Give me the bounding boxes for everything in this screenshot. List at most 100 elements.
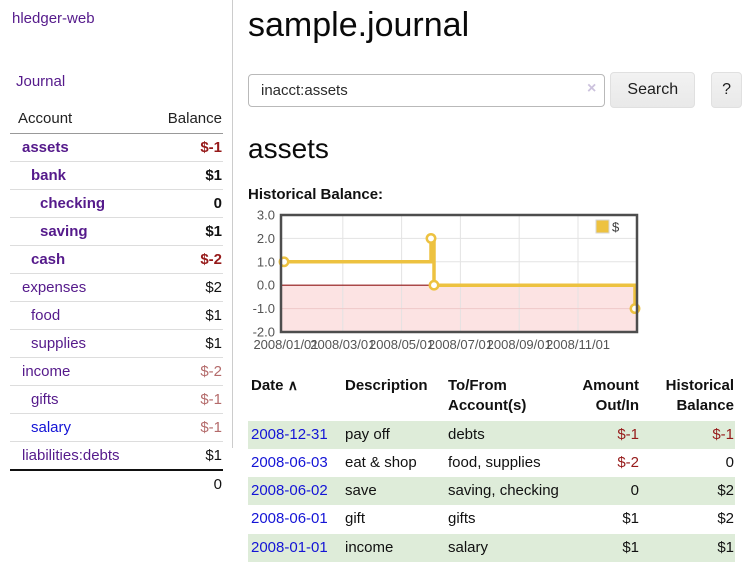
historical-balance-chart: $ 3.0 2.0 1.0 0.0 -1.0 -2.0 2008/01/01 2… [253,210,641,352]
transaction-accounts: salary [448,538,489,556]
sidebar: hledger-web Journal Account Balance asse… [0,0,233,498]
account-balance: $-1 [148,385,223,414]
transaction-amount: $1 [622,538,639,556]
legend-label: $ [612,220,620,235]
chart-heading: Historical Balance: [248,186,384,203]
account-row-food: food $1 [10,301,223,330]
register-header-date[interactable]: Date ∧ [248,373,345,421]
register-table: Date ∧ Description To/From Account(s) Am… [248,373,735,562]
transaction-date-link[interactable]: 2008-06-02 [251,482,328,499]
account-link-cash[interactable]: cash [31,251,66,268]
account-link-gifts[interactable]: gifts [31,391,59,408]
transaction-accounts: food, supplies [448,453,541,471]
transaction-date-link[interactable]: 2008-06-01 [251,510,328,528]
account-link-saving[interactable]: saving [40,223,88,240]
account-balance: $-1 [148,133,223,162]
chart-border [279,213,639,334]
accounts-total-value: 0 [148,469,223,498]
account-row-checking: checking 0 [10,189,223,218]
chart-x-axis: 2008/01/01 2008/03/01 2008/05/01 2008/07… [253,337,610,352]
account-balance: $1 [148,161,223,190]
accounts-header-row: Account Balance [10,106,223,134]
accounts-tree-table: Account Balance assets $-1 bank $1 check… [10,106,223,498]
account-row-supplies: supplies $1 [10,329,223,358]
account-balance: $1 [148,441,223,471]
transaction-balance: $1 [717,538,734,556]
account-balance: $1 [148,301,223,330]
transaction-balance: $2 [717,510,734,528]
account-link-assets[interactable]: assets [22,139,69,156]
svg-text:3.0: 3.0 [257,210,275,223]
search-button[interactable]: Search [610,72,696,108]
svg-text:2008/09/01: 2008/09/01 [487,337,552,352]
account-balance: $-1 [148,413,223,442]
account-row-liabilities-debts: liabilities:debts $1 [10,441,223,471]
register-row[interactable]: 2008-06-03 eat & shop food, supplies $-2… [248,449,735,477]
account-row-gifts: gifts $-1 [10,385,223,414]
account-row-assets: assets $-1 [10,133,223,162]
transaction-accounts: gifts [448,510,476,528]
accounts-header-account: Account [10,106,148,134]
svg-text:2008/01/01: 2008/01/01 [253,337,318,352]
app-title-link[interactable]: hledger-web [12,10,95,27]
transaction-date-link[interactable]: 2008-06-03 [251,453,328,471]
account-row-expenses: expenses $2 [10,273,223,302]
date-header-label: Date [251,377,284,394]
account-link-food[interactable]: food [31,307,61,324]
account-row-cash: cash $-2 [10,245,223,274]
chart-y-axis: 3.0 2.0 1.0 0.0 -1.0 -2.0 [253,210,275,340]
transaction-accounts: debts [448,425,485,443]
svg-text:2.0: 2.0 [257,231,275,246]
transaction-description: pay off [345,425,390,443]
register-row[interactable]: 2008-12-31 pay off debts $-1 $-1 [248,420,735,449]
account-balance: $-2 [148,357,223,386]
register-header-balance: Historical Balance [665,377,734,415]
svg-text:1.0: 1.0 [257,254,275,269]
register-row[interactable]: 2008-06-01 gift gifts $1 $2 [248,505,735,533]
register-row[interactable]: 2008-01-01 income salary $1 $1 [248,533,735,562]
register-header-accounts: To/From Account(s) [448,377,527,415]
account-link-supplies[interactable]: supplies [31,335,87,352]
transaction-balance: $-1 [712,425,734,443]
account-balance: 0 [148,189,223,218]
transaction-description: gift [345,510,366,528]
register-header-row: Date ∧ Description To/From Account(s) Am… [248,373,735,421]
account-balance: $1 [148,217,223,246]
account-link-income[interactable]: income [22,363,71,380]
svg-text:2008/07/01: 2008/07/01 [428,337,493,352]
account-link-bank[interactable]: bank [31,167,67,184]
sort-ascending-icon: ∧ [287,377,298,393]
accounts-header-balance: Balance [148,106,223,134]
account-row-salary: salary $-1 [10,413,223,442]
svg-text:2008/11/01: 2008/11/01 [546,337,610,352]
clear-search-icon[interactable]: × [587,79,597,97]
register-header-description: Description [345,377,428,394]
transaction-description: save [345,482,377,499]
search-input[interactable] [248,73,606,107]
sidebar-item-journal[interactable]: Journal [16,73,66,90]
svg-text:-2.0: -2.0 [253,325,275,340]
transaction-date-link[interactable]: 2008-12-31 [251,425,328,443]
account-link-expenses[interactable]: expenses [22,279,87,296]
legend-swatch-icon [595,219,610,234]
help-button[interactable]: ? [711,72,742,108]
register-header-amount: Amount Out/In [582,377,639,415]
account-heading: assets [248,133,329,164]
account-link-checking[interactable]: checking [40,195,106,212]
transaction-accounts: saving, checking [448,482,559,499]
search-bar: × Search ? [248,72,742,108]
register-row[interactable]: 2008-06-02 save saving, checking 0 $2 [248,477,735,506]
account-row-bank: bank $1 [10,161,223,190]
transaction-date-link[interactable]: 2008-01-01 [251,538,328,556]
account-balance: $1 [148,329,223,358]
account-link-salary[interactable]: salary [31,419,72,436]
transaction-balance: 0 [725,453,734,471]
chart-legend: $ [595,219,620,235]
account-link-liabilities-debts[interactable]: liabilities:debts [22,447,120,464]
transaction-amount: 0 [630,482,639,499]
account-row-saving: saving $1 [10,217,223,246]
account-balance: $-2 [148,245,223,274]
page-title: sample.journal [248,6,470,44]
transaction-amount: $1 [622,510,639,528]
transaction-amount: $-2 [617,453,639,471]
